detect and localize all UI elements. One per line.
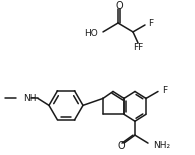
Text: NH₂: NH₂ bbox=[153, 141, 170, 150]
Text: F: F bbox=[148, 20, 153, 29]
Text: F: F bbox=[162, 86, 167, 95]
Text: NH: NH bbox=[23, 94, 36, 103]
Text: O: O bbox=[115, 1, 123, 11]
Text: HO: HO bbox=[84, 29, 98, 38]
Text: FF: FF bbox=[133, 43, 143, 52]
Text: O: O bbox=[117, 141, 125, 151]
